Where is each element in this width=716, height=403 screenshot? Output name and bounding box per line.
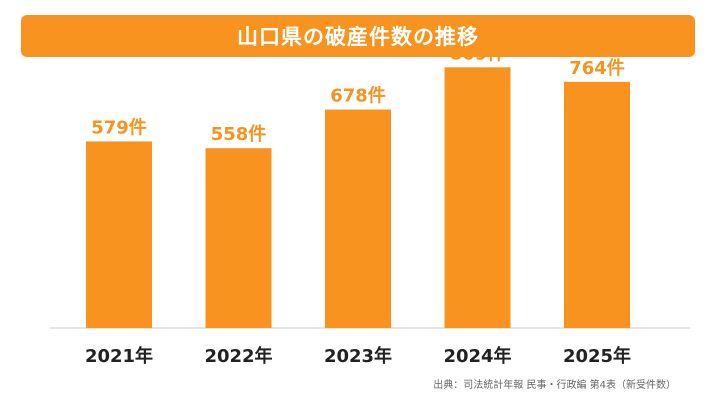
bar-2025年 xyxy=(564,81,630,328)
value-label: 579件 xyxy=(91,116,147,138)
bar-2024年 xyxy=(444,67,511,329)
x-tick-label: 2022年 xyxy=(204,345,272,367)
bar-2021年 xyxy=(86,141,152,328)
chart-title: 山口県の破産件数の推移 xyxy=(237,25,479,49)
value-label: 558件 xyxy=(211,123,267,145)
value-label: 809件 xyxy=(450,42,506,64)
bar-2023年 xyxy=(325,109,391,329)
bar-2022年 xyxy=(205,148,272,328)
source-note: 出典：司法統計年報 民事・行政編 第4表（新受件数） xyxy=(433,380,676,391)
value-label: 764件 xyxy=(569,57,625,79)
x-tick-label: 2024年 xyxy=(443,345,511,367)
x-tick-label: 2023年 xyxy=(324,345,392,367)
x-tick-label: 2021年 xyxy=(85,345,153,367)
chart-title-bar: 山口県の破産件数の推移 xyxy=(21,15,695,57)
x-tick-label: 2025年 xyxy=(563,345,631,367)
value-label: 678件 xyxy=(330,85,386,107)
